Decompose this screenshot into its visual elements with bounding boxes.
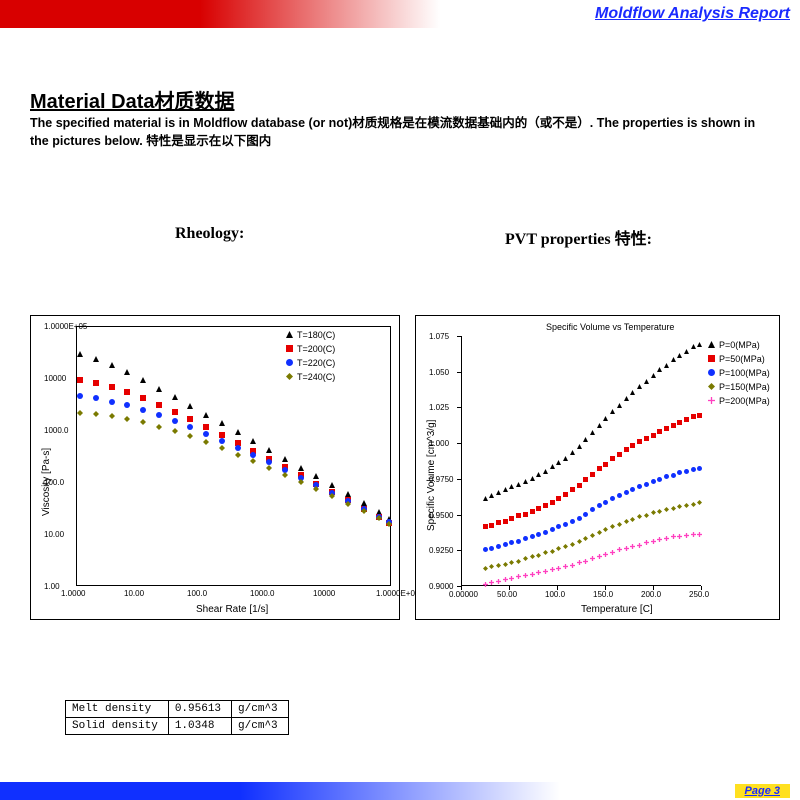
section-title: Material Data材质数据 xyxy=(30,85,235,114)
table-row: Solid density1.0348g/cm^3 xyxy=(66,718,289,735)
legend-item: P=50(MPa) xyxy=(708,354,765,364)
rheology-xlabel: Shear Rate [1/s] xyxy=(196,604,268,615)
legend-item: P=200(MPa) xyxy=(708,396,770,406)
legend-item: P=150(MPa) xyxy=(708,382,770,392)
density-table: Melt density0.95613g/cm^3 Solid density1… xyxy=(65,700,289,735)
pvt-label: PVT properties 特性: xyxy=(505,225,652,249)
legend-item: T=240(C) xyxy=(286,372,335,382)
report-title: Moldflow Analysis Report xyxy=(595,5,790,23)
page-number: Page 3 xyxy=(735,784,790,798)
legend-item: P=0(MPa) xyxy=(708,340,760,350)
table-row: Melt density0.95613g/cm^3 xyxy=(66,701,289,718)
rheology-label: Rheology: xyxy=(175,225,244,243)
rheology-plot-area xyxy=(76,326,391,586)
legend-item: T=220(C) xyxy=(286,358,335,368)
legend-item: T=200(C) xyxy=(286,344,335,354)
legend-item: P=100(MPa) xyxy=(708,368,770,378)
footer-bar xyxy=(0,782,800,800)
rheology-chart: Viscosity [Pa-s] Shear Rate [1/s] 1.0000… xyxy=(30,315,400,620)
section-description: The specified material is in Moldflow da… xyxy=(30,115,770,150)
pvt-xlabel: Temperature [C] xyxy=(581,604,653,615)
pvt-plot-area xyxy=(461,336,701,586)
pvt-chart-title: Specific Volume vs Temperature xyxy=(546,322,674,332)
pvt-chart: Specific Volume vs Temperature Specific … xyxy=(415,315,780,620)
legend-item: T=180(C) xyxy=(286,330,335,340)
